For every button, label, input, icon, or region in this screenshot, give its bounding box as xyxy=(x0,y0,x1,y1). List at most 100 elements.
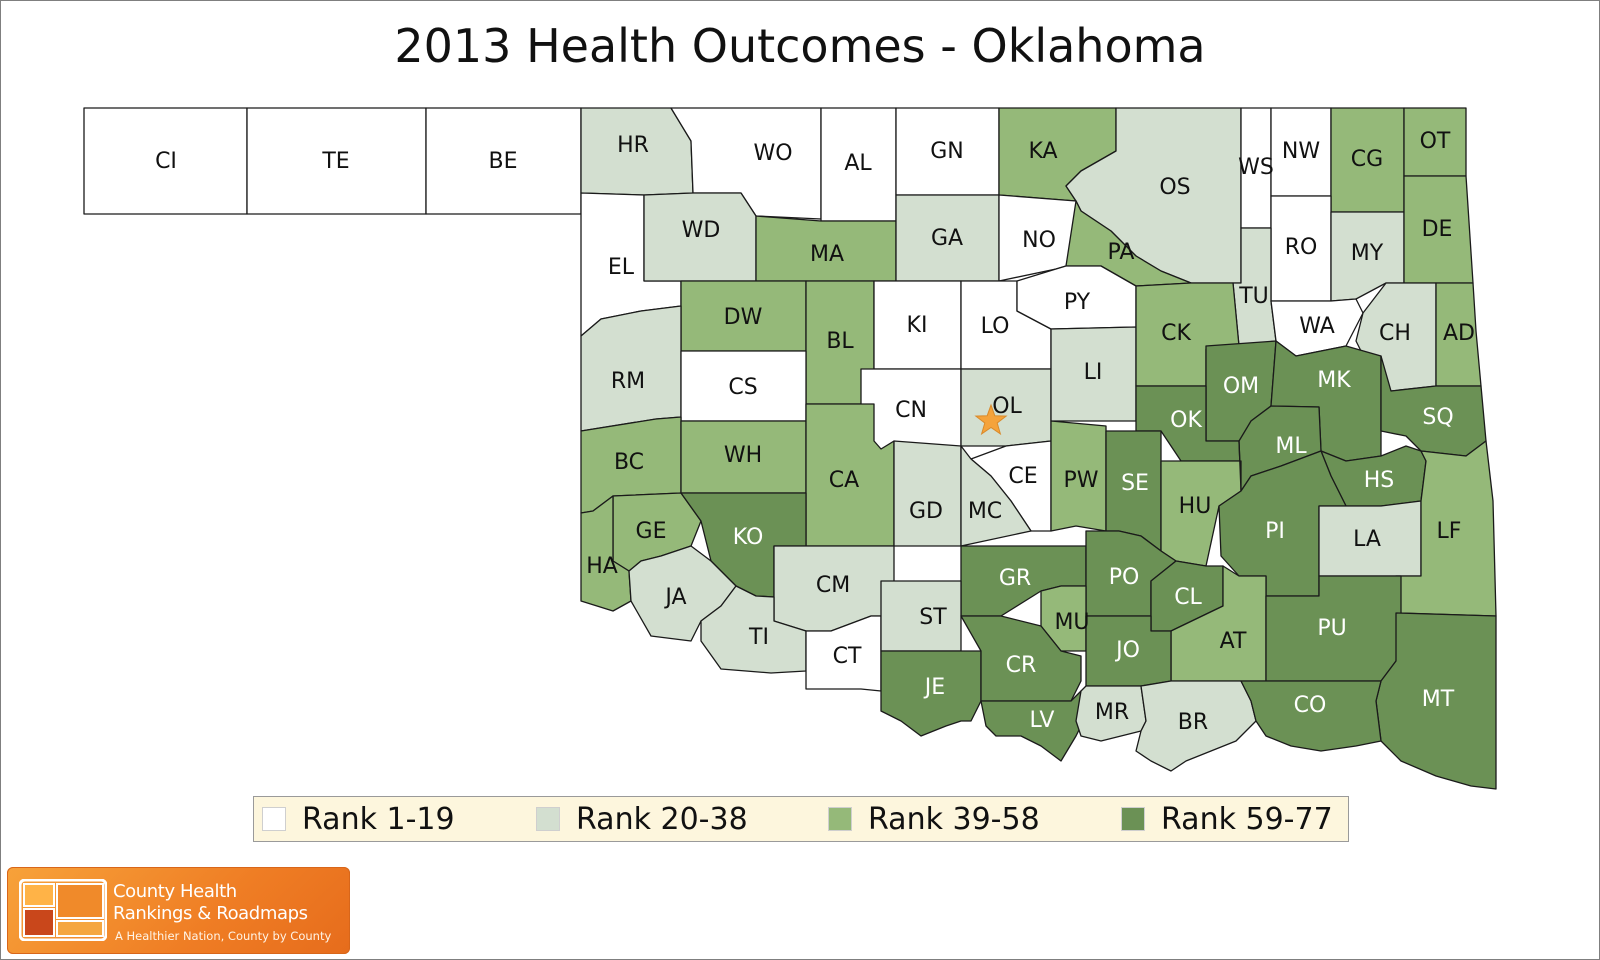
county-label-lv: LV xyxy=(1030,708,1055,733)
county-label-ch: CH xyxy=(1379,321,1411,346)
county-label-po: PO xyxy=(1109,565,1140,590)
county-label-mu: MU xyxy=(1054,610,1089,635)
county-label-ja: JA xyxy=(663,585,686,610)
county-label-el: EL xyxy=(608,255,635,280)
county-label-te: TE xyxy=(321,149,349,174)
legend-label: Rank 20-38 xyxy=(576,801,748,837)
county-label-li: LI xyxy=(1084,360,1103,385)
county-label-hu: HU xyxy=(1179,494,1212,519)
county-pw xyxy=(1050,420,1107,532)
county-label-hr: HR xyxy=(617,133,649,158)
county-label-pu: PU xyxy=(1317,616,1346,641)
county-label-gn: GN xyxy=(930,139,964,164)
county-label-wa: WA xyxy=(1299,314,1335,339)
brand-tagline: A Healthier Nation, County by County xyxy=(115,929,332,943)
county-label-lf: LF xyxy=(1437,519,1462,544)
county-label-mc: MC xyxy=(968,499,1002,524)
county-label-mr: MR xyxy=(1095,700,1129,725)
county-label-cl: CL xyxy=(1174,585,1202,610)
roadmap-logo-icon xyxy=(19,879,107,941)
county-label-hs: HS xyxy=(1364,468,1395,493)
county-label-no: NO xyxy=(1022,228,1056,253)
county-label-ad: AD xyxy=(1443,321,1475,346)
county-label-wh: WH xyxy=(724,443,762,468)
legend-swatch xyxy=(536,807,560,831)
county-label-ka: KA xyxy=(1028,139,1057,164)
county-label-nw: NW xyxy=(1282,139,1320,164)
county-mr xyxy=(1075,685,1147,742)
county-label-ws: WS xyxy=(1238,155,1274,180)
county-label-tu: TU xyxy=(1238,284,1269,309)
capital-star-icon xyxy=(974,403,1008,436)
legend-label: Rank 1-19 xyxy=(302,801,455,837)
legend-label: Rank 59-77 xyxy=(1161,801,1333,837)
county-label-se: SE xyxy=(1121,471,1149,496)
counties-layer xyxy=(83,107,1497,790)
labels-layer: CI TE BE HR WO AL GN KA OS WS NW CG OT EL WD MA GA NO PA RO… xyxy=(155,129,1475,735)
county-label-ol: OL xyxy=(992,394,1022,419)
legend: Rank 1-19 Rank 20-38 Rank 39-58 Rank 59-… xyxy=(253,796,1349,842)
brand-name-line1: County Health xyxy=(113,881,237,902)
brand-name: County Health Rankings & Roadmaps xyxy=(113,881,343,925)
legend-item-rank-1-19: Rank 1-19 xyxy=(262,801,455,837)
legend-swatch xyxy=(1121,807,1145,831)
county-label-al: AL xyxy=(844,151,872,176)
county-label-pi: PI xyxy=(1265,519,1285,544)
county-cr xyxy=(960,615,1082,702)
brand-name-line2: Rankings & Roadmaps xyxy=(113,903,308,924)
marker-layer xyxy=(974,403,1008,436)
county-label-de: DE xyxy=(1422,217,1453,242)
county-label-pw: PW xyxy=(1063,468,1098,493)
county-label-ci: CI xyxy=(155,149,177,174)
county-label-cm: CM xyxy=(816,573,850,598)
county-label-ko: KO xyxy=(733,525,764,550)
county-co xyxy=(1240,680,1382,752)
county-label-ce: CE xyxy=(1008,464,1037,489)
county-label-cn: CN xyxy=(895,398,927,423)
county-label-cs: CS xyxy=(728,375,757,400)
county-mt xyxy=(1375,612,1497,790)
county-label-st: ST xyxy=(919,605,947,630)
county-label-jo: JO xyxy=(1114,638,1140,663)
county-label-ti: TI xyxy=(748,625,769,650)
county-label-py: PY xyxy=(1064,290,1091,315)
county-label-ha: HA xyxy=(586,554,618,579)
county-ad xyxy=(1435,282,1482,387)
county-label-bl: BL xyxy=(826,329,854,354)
county-label-at: AT xyxy=(1220,629,1247,654)
county-label-mt: MT xyxy=(1422,687,1455,712)
county-label-ro: RO xyxy=(1285,235,1318,260)
legend-item-rank-39-58: Rank 39-58 xyxy=(828,801,1040,837)
county-label-ok: OK xyxy=(1170,408,1202,433)
county-gd xyxy=(893,440,962,547)
county-label-ki: KI xyxy=(907,313,928,338)
county-lv xyxy=(980,690,1087,762)
county-label-ml: ML xyxy=(1275,434,1307,459)
county-label-my: MY xyxy=(1351,241,1384,266)
county-label-bc: BC xyxy=(614,450,644,475)
county-label-pa: PA xyxy=(1108,240,1135,265)
county-label-lo: LO xyxy=(981,314,1010,339)
county-label-wo: WO xyxy=(753,141,792,166)
county-label-om: OM xyxy=(1223,374,1259,399)
county-label-ct: CT xyxy=(833,644,862,669)
brand-logo-banner: County Health Rankings & Roadmaps A Heal… xyxy=(7,867,350,954)
county-label-cr: CR xyxy=(1006,653,1037,678)
legend-label: Rank 39-58 xyxy=(868,801,1040,837)
legend-item-rank-20-38: Rank 20-38 xyxy=(536,801,748,837)
county-label-gr: GR xyxy=(999,566,1031,591)
county-label-je: JE xyxy=(923,675,945,700)
county-label-la: LA xyxy=(1353,527,1381,552)
county-label-os: OS xyxy=(1159,175,1190,200)
county-label-dw: DW xyxy=(724,305,763,330)
county-label-co: CO xyxy=(1294,693,1327,718)
county-label-ca: CA xyxy=(829,468,859,493)
legend-swatch xyxy=(262,807,286,831)
legend-swatch xyxy=(828,807,852,831)
county-label-ck: CK xyxy=(1161,321,1191,346)
county-label-ge: GE xyxy=(636,519,667,544)
county-label-mk: MK xyxy=(1317,368,1351,393)
county-label-rm: RM xyxy=(611,369,645,394)
